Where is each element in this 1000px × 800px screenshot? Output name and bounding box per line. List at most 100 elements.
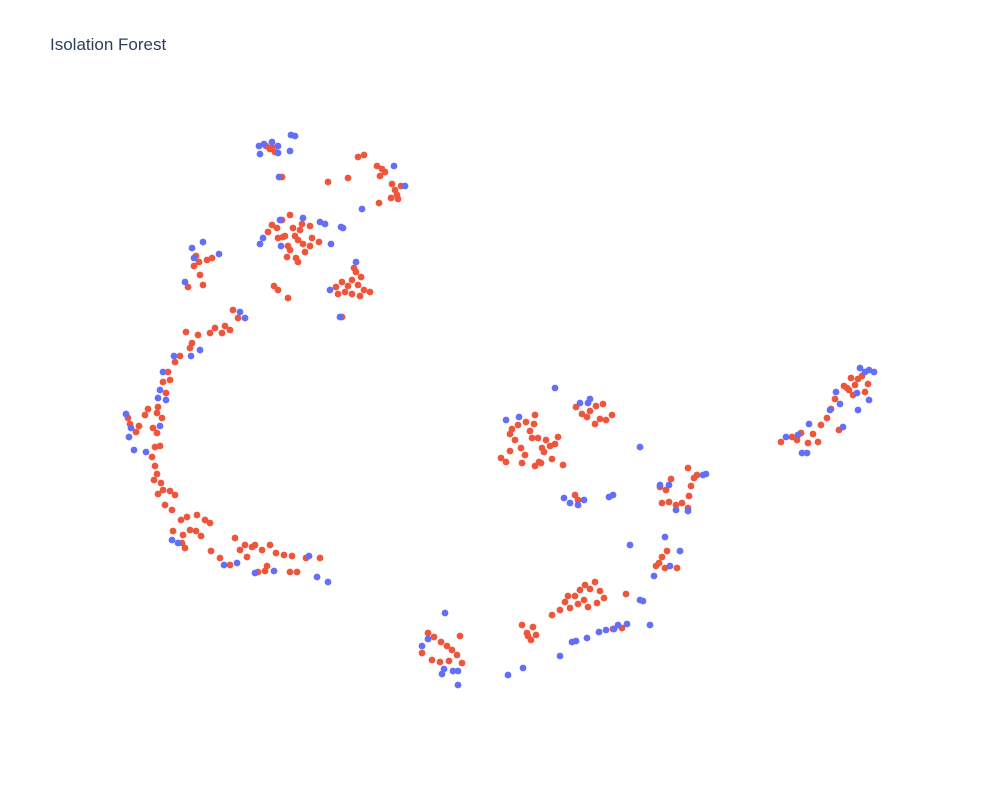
data-point: [574, 496, 582, 504]
data-point: [159, 378, 167, 386]
data-point: [276, 216, 284, 224]
data-point: [583, 413, 591, 421]
data-point: [280, 551, 288, 559]
data-point: [388, 180, 396, 188]
data-point: [602, 626, 610, 634]
data-point: [376, 172, 384, 180]
data-point: [258, 546, 266, 554]
data-point: [626, 541, 634, 549]
data-point: [176, 352, 184, 360]
data-point: [266, 541, 274, 549]
data-point: [174, 539, 182, 547]
data-point: [306, 222, 314, 230]
data-point: [162, 389, 170, 397]
data-point: [168, 536, 176, 544]
data-point: [158, 414, 166, 422]
data-point: [519, 664, 527, 672]
data-point: [672, 506, 680, 514]
data-point: [183, 513, 191, 521]
data-point: [156, 422, 164, 430]
data-point: [324, 578, 332, 586]
data-point: [344, 282, 352, 290]
data-point: [192, 527, 200, 535]
data-point: [229, 306, 237, 314]
data-point: [148, 453, 156, 461]
data-point: [161, 501, 169, 509]
data-point: [241, 541, 249, 549]
data-point: [560, 494, 568, 502]
data-point: [453, 651, 461, 659]
data-point: [357, 273, 365, 281]
data-point: [251, 541, 259, 549]
data-point: [186, 344, 194, 352]
data-point: [215, 250, 223, 258]
data-point: [293, 568, 301, 576]
data-point: [658, 553, 666, 561]
series-0: [124, 142, 872, 667]
data-point: [132, 428, 140, 436]
data-point: [187, 352, 195, 360]
data-point: [288, 552, 296, 560]
data-point: [324, 178, 332, 186]
data-point: [599, 400, 607, 408]
data-point: [580, 496, 588, 504]
data-point: [390, 162, 398, 170]
data-point: [794, 431, 802, 439]
data-point: [348, 290, 356, 298]
data-point: [804, 439, 812, 447]
data-point: [387, 194, 395, 202]
data-point: [298, 220, 306, 228]
data-point: [702, 470, 710, 478]
data-point: [190, 262, 198, 270]
data-point: [206, 519, 214, 527]
data-point: [356, 292, 364, 300]
data-point: [556, 606, 564, 614]
data-point: [196, 271, 204, 279]
data-point: [233, 559, 241, 567]
data-point: [445, 657, 453, 665]
data-point: [591, 420, 599, 428]
data-point: [861, 388, 869, 396]
data-point: [151, 462, 159, 470]
data-point: [518, 459, 526, 467]
data-point: [576, 399, 584, 407]
data-point: [177, 516, 185, 524]
data-point: [256, 150, 264, 158]
data-point: [572, 637, 580, 645]
data-point: [195, 258, 203, 266]
data-point: [636, 443, 644, 451]
data-point: [809, 430, 817, 438]
data-point: [130, 446, 138, 454]
data-point: [206, 329, 214, 337]
data-point: [851, 381, 859, 389]
data-point: [159, 486, 167, 494]
data-point: [646, 621, 654, 629]
data-point: [243, 553, 251, 561]
data-point: [135, 422, 143, 430]
data-point: [341, 288, 349, 296]
data-point: [831, 395, 839, 403]
data-point: [502, 416, 510, 424]
data-point: [291, 132, 299, 140]
data-point: [360, 151, 368, 159]
data-point: [576, 586, 584, 594]
data-point: [236, 546, 244, 554]
data-point: [571, 592, 579, 600]
data-point: [268, 138, 276, 146]
data-point: [294, 258, 302, 266]
data-point: [171, 358, 179, 366]
data-point: [574, 600, 582, 608]
data-point: [358, 205, 366, 213]
data-point: [578, 410, 586, 418]
data-point: [149, 424, 157, 432]
data-point: [673, 564, 681, 572]
data-point: [289, 224, 297, 232]
data-point: [593, 599, 601, 607]
data-point: [687, 482, 695, 490]
data-point: [449, 667, 457, 675]
data-point: [264, 228, 272, 236]
data-point: [327, 240, 335, 248]
data-point: [782, 433, 790, 441]
data-point: [777, 438, 785, 446]
data-point: [354, 281, 362, 289]
